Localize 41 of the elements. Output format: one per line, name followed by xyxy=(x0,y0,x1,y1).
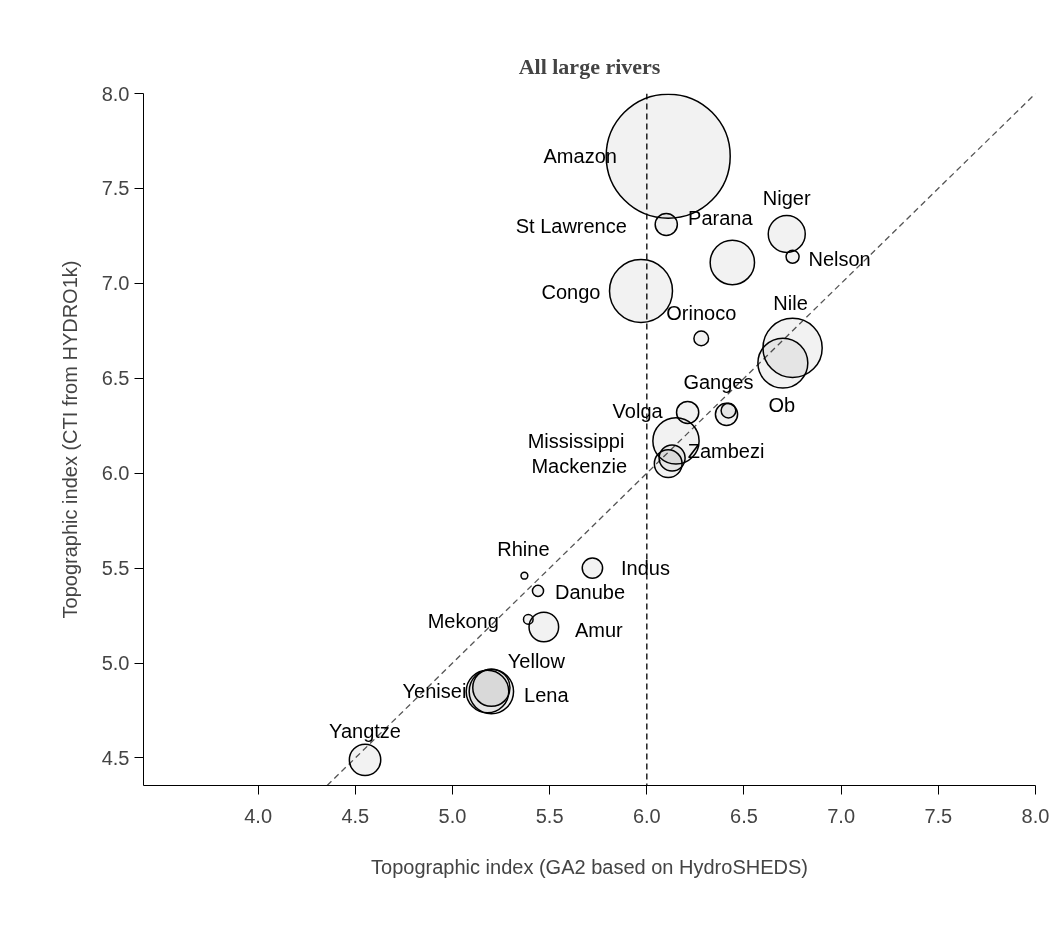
annotation: Congo xyxy=(541,280,601,303)
x-tick-label: 5.0 xyxy=(438,804,467,827)
x-tick-label: 4.5 xyxy=(341,804,370,827)
annotation: Orinoco xyxy=(666,302,737,325)
annotation: Parana xyxy=(688,207,754,230)
annotation: Mississippi xyxy=(527,429,625,452)
y-tick-label: 5.5 xyxy=(101,557,130,580)
annotation: Danube xyxy=(554,580,626,603)
annotation: Ganges xyxy=(683,370,754,393)
x-tick-label: 6.5 xyxy=(730,804,758,827)
annotation: Mekong xyxy=(427,610,499,633)
x-axis-title: Topographic index (GA2 based on HydroSHEDS) xyxy=(371,855,808,878)
x-tick-label: 7.0 xyxy=(827,804,856,827)
y-tick-label: 8.0 xyxy=(101,82,130,105)
annotation: Ob xyxy=(768,394,796,417)
annotation: Yellow xyxy=(507,649,566,672)
x-tick-label: 4.0 xyxy=(244,804,273,827)
y-tick-label: 5.0 xyxy=(101,652,130,675)
y-tick-label: 4.5 xyxy=(101,746,130,769)
y-tick-label: 7.0 xyxy=(101,272,130,295)
x-tick-label: 6.0 xyxy=(632,804,661,827)
x-tick-label: 8.0 xyxy=(1021,804,1050,827)
x-tick-label: 7.5 xyxy=(924,804,953,827)
chart-title: All large rivers xyxy=(518,53,661,79)
annotation: Nelson xyxy=(808,247,871,270)
annotation: Volga xyxy=(612,400,664,423)
annotation: Amur xyxy=(574,618,624,641)
y-tick-label: 6.0 xyxy=(101,462,130,485)
annotation: Lena xyxy=(524,683,570,706)
y-tick-label: 6.5 xyxy=(101,367,130,390)
annotation: Yangtze xyxy=(329,719,401,742)
annotation: Indus xyxy=(620,557,670,580)
y-tick-label: 7.5 xyxy=(101,177,130,200)
annotation: Niger xyxy=(762,186,811,209)
annotation: Mackenzie xyxy=(531,454,628,477)
x-tick-label: 5.5 xyxy=(535,804,564,827)
y-axis-title: Topographic index (CTI from HYDRO1k) xyxy=(58,260,81,619)
annotation: St Lawrence xyxy=(515,215,627,238)
annotation: Nile xyxy=(773,291,808,314)
annotation: Yenisei xyxy=(402,679,467,702)
annotation: Rhine xyxy=(497,537,550,560)
